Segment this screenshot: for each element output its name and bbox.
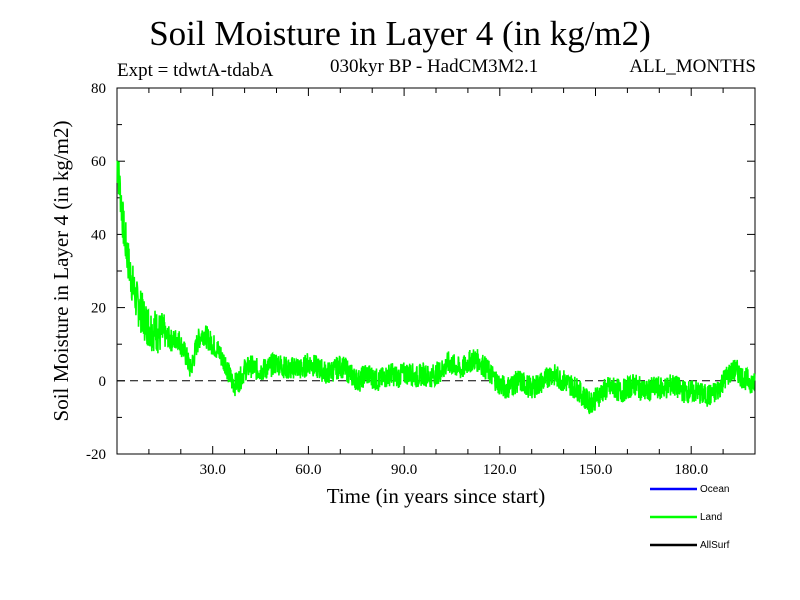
legend: Ocean Land AllSurf — [650, 484, 730, 551]
y-tick-label: 60 — [91, 154, 106, 170]
y-tick-label: 20 — [91, 301, 106, 317]
x-tick-label: 150.0 — [579, 462, 613, 478]
y-tick-label: 80 — [91, 81, 106, 97]
x-tick-label: 180.0 — [674, 462, 708, 478]
legend-label-allsurf: AllSurf — [700, 540, 730, 551]
x-axis-label: Time (in years since start) — [327, 484, 546, 508]
legend-label-ocean: Ocean — [700, 484, 729, 495]
legend-label-land: Land — [700, 512, 722, 523]
x-tick-label: 60.0 — [295, 462, 321, 478]
y-axis-label: Soil Moisture in Layer 4 (in kg/m2) — [49, 121, 73, 422]
y-tick-label: 40 — [91, 227, 106, 243]
x-tick-label: 90.0 — [391, 462, 417, 478]
months-label: ALL_MONTHS — [629, 56, 756, 77]
series-line-land — [116, 160, 756, 415]
x-tick-label: 120.0 — [483, 462, 517, 478]
y-tick-label: 0 — [99, 374, 107, 390]
subtitle: 030kyr BP - HadCM3M2.1 — [330, 56, 539, 77]
x-tick-label: 30.0 — [200, 462, 226, 478]
y-tick-label: -20 — [86, 447, 106, 463]
chart-title: Soil Moisture in Layer 4 (in kg/m2) — [149, 14, 651, 53]
experiment-label: Expt = tdwtA-tdabA — [117, 60, 274, 81]
